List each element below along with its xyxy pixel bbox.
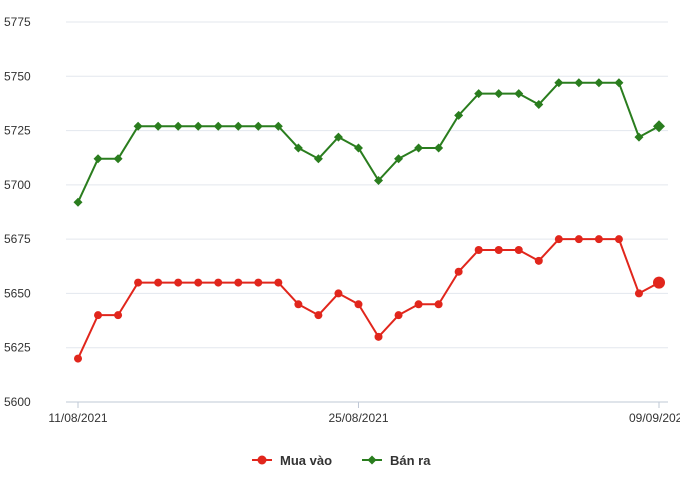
data-point	[113, 154, 123, 164]
y-tick-label: 5625	[4, 341, 31, 355]
data-point	[253, 121, 263, 131]
data-point	[494, 89, 504, 99]
data-point	[414, 300, 423, 309]
data-point	[274, 278, 283, 287]
data-point	[374, 176, 384, 186]
x-tick-label: 09/09/2021	[629, 411, 680, 425]
data-point	[194, 278, 203, 287]
legend: Mua vào Bán ra	[252, 453, 431, 468]
data-point	[353, 143, 363, 153]
y-tick-label: 5775	[4, 15, 31, 29]
data-point	[494, 246, 503, 254]
data-point	[614, 78, 624, 88]
data-point	[634, 132, 644, 142]
x-tick-label: 11/08/2021	[48, 411, 107, 425]
legend-label: Bán ra	[390, 453, 431, 468]
data-point	[314, 311, 323, 320]
data-point	[193, 121, 203, 131]
y-tick-label: 5750	[4, 69, 31, 83]
data-point	[73, 197, 83, 207]
data-point	[94, 311, 103, 320]
data-point	[293, 143, 303, 153]
data-point	[574, 78, 584, 88]
legend-marker	[257, 455, 267, 465]
data-point	[394, 311, 403, 320]
data-point	[134, 278, 143, 287]
data-point	[634, 289, 643, 298]
data-point	[394, 154, 404, 164]
data-point	[173, 121, 183, 131]
y-tick-label: 5600	[4, 395, 31, 409]
data-point	[614, 235, 623, 244]
data-point	[334, 289, 343, 298]
data-point	[233, 121, 243, 131]
series-layer	[73, 78, 665, 363]
legend-marker	[367, 455, 377, 465]
data-point	[214, 278, 223, 287]
data-point	[273, 121, 283, 131]
data-point	[374, 332, 383, 341]
data-point	[514, 89, 524, 99]
data-point	[594, 78, 604, 88]
data-point	[434, 143, 444, 153]
data-point	[153, 121, 163, 131]
series-line	[77, 238, 660, 359]
data-point	[234, 278, 243, 287]
data-point	[154, 278, 163, 287]
data-point	[594, 235, 603, 244]
data-point	[514, 246, 523, 254]
x-axis: 11/08/2021 25/08/2021 09/09/2021	[48, 402, 680, 425]
data-point	[474, 89, 484, 99]
data-point	[574, 235, 583, 244]
data-point	[213, 121, 223, 131]
data-point	[653, 276, 665, 289]
y-axis: 5600 5625 5650 5675 5700 5725 5750 5775	[4, 15, 31, 409]
data-point	[93, 154, 103, 164]
grid-lines	[66, 21, 668, 403]
y-tick-label: 5725	[4, 124, 31, 138]
data-point	[454, 267, 463, 276]
x-tick-label: 25/08/2021	[328, 411, 388, 425]
data-point	[534, 256, 543, 265]
data-point	[414, 143, 424, 153]
data-point	[114, 311, 123, 320]
y-tick-label: 5675	[4, 232, 31, 246]
series-line	[77, 81, 660, 203]
data-point	[454, 110, 464, 120]
data-point	[354, 300, 363, 309]
y-tick-label: 5700	[4, 178, 31, 192]
data-point	[74, 354, 82, 363]
data-point	[133, 121, 143, 131]
y-tick-label: 5650	[4, 286, 31, 300]
data-point	[313, 154, 323, 164]
data-point	[653, 120, 665, 133]
legend-label: Mua vào	[280, 453, 332, 468]
data-point	[174, 278, 183, 287]
data-point	[474, 246, 483, 254]
data-point	[254, 278, 263, 287]
data-point	[554, 78, 564, 88]
data-point	[333, 132, 343, 142]
data-point	[554, 235, 563, 244]
data-point	[294, 300, 303, 309]
data-point	[434, 300, 443, 309]
data-point	[534, 100, 544, 110]
